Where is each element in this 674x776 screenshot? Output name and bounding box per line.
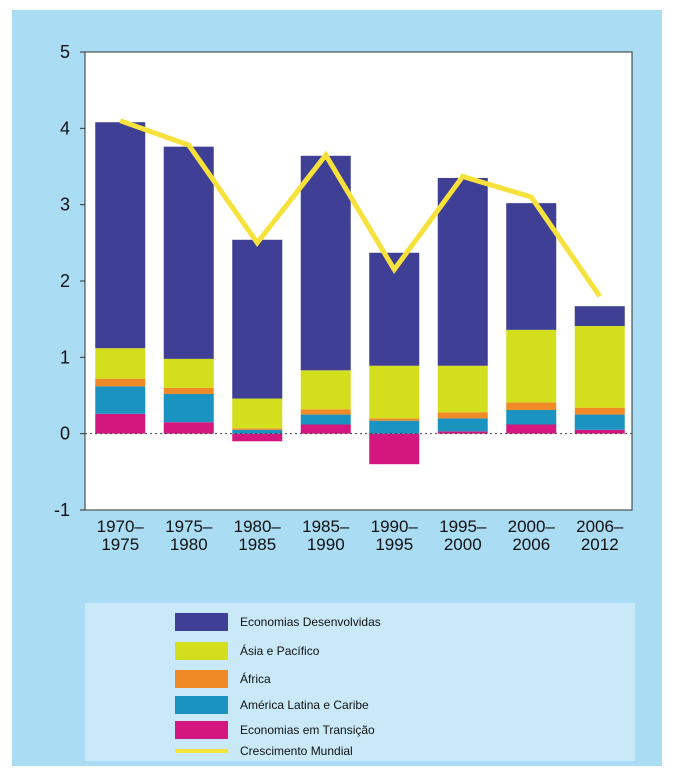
legend-swatch — [175, 642, 228, 660]
x-tick-label: 2006–2012 — [576, 517, 624, 554]
bar-segment — [95, 413, 146, 434]
bar-segment — [369, 420, 420, 434]
bar-segment — [300, 424, 351, 434]
legend-label: África — [240, 671, 271, 686]
legend-swatch — [175, 670, 228, 688]
y-tick-label: 4 — [60, 118, 70, 138]
y-tick-label: 5 — [60, 42, 70, 62]
bar-segment — [506, 410, 557, 425]
bar-segment — [506, 329, 557, 403]
legend-swatch — [175, 613, 228, 631]
bar-segment — [574, 429, 625, 434]
bar-segment — [574, 407, 625, 415]
y-tick-label: -1 — [54, 500, 70, 520]
bar-segment — [300, 370, 351, 410]
bar-segment — [163, 393, 214, 423]
legend-label: Crescimento Mundial — [240, 744, 353, 758]
x-tick-label: 1985–1990 — [302, 517, 350, 554]
bar-segment — [163, 146, 214, 359]
legend-label: América Latina e Caribe — [240, 698, 369, 712]
bar-segment — [300, 155, 351, 371]
y-tick-label: 3 — [60, 195, 70, 215]
x-tick-label: 1995–2000 — [439, 517, 487, 554]
bar-segment — [437, 177, 488, 366]
bar-segment — [300, 414, 351, 425]
bar-segment — [437, 418, 488, 432]
legend-label: Economias Desenvolvidas — [240, 615, 381, 629]
legend-swatch — [175, 721, 228, 739]
legend-swatch — [175, 749, 228, 753]
legend-label: Economias em Transição — [240, 723, 375, 737]
x-tick-label: 2000–2006 — [507, 517, 555, 554]
bar-segment — [437, 365, 488, 413]
bar-segment — [369, 418, 420, 421]
bar-segment — [369, 365, 420, 419]
bar-segment — [574, 306, 625, 327]
bar-segment — [95, 386, 146, 414]
bar-segment — [437, 412, 488, 419]
bar-segment — [95, 378, 146, 387]
bar-segment — [574, 326, 625, 408]
bar-segment — [437, 431, 488, 434]
x-tick-label: 1975–1980 — [165, 517, 213, 554]
x-tick-label: 1990–1995 — [370, 517, 418, 554]
x-tick-label: 1980–1985 — [233, 517, 281, 554]
legend-label: Ásia e Pacífico — [240, 643, 320, 658]
bar-segment — [232, 398, 283, 429]
bar-segment — [574, 414, 625, 430]
bar-segment — [506, 402, 557, 411]
bar-segment — [369, 433, 420, 465]
bar-segment — [163, 387, 214, 394]
y-tick-label: 0 — [60, 424, 70, 444]
y-tick-label: 2 — [60, 271, 70, 291]
bar-segment — [506, 424, 557, 434]
bar-segment — [300, 409, 351, 415]
bar-segment — [163, 422, 214, 434]
y-tick-label: 1 — [60, 347, 70, 367]
legend-swatch — [175, 696, 228, 714]
bar-segment — [95, 122, 146, 349]
bar-segment — [232, 239, 283, 399]
line-series — [119, 118, 602, 298]
bar-segment — [232, 428, 283, 430]
bar-segment — [232, 433, 283, 442]
x-tick-label: 1970–1975 — [96, 517, 144, 554]
bar-segment — [163, 358, 214, 388]
bar-segment — [232, 429, 283, 434]
bar-segment — [95, 348, 146, 379]
